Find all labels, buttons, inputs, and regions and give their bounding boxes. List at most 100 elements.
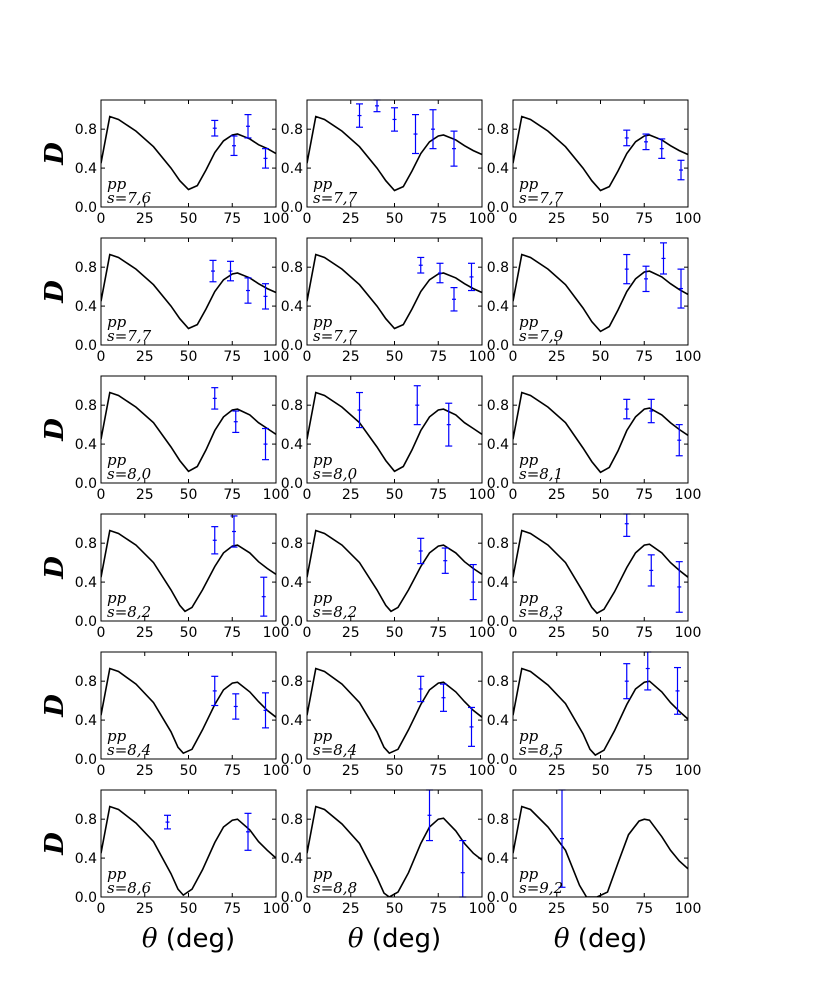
x-tick-label: 0 [509,901,518,917]
x-tick-label: 100 [469,487,496,503]
y-tick-label: 0.8 [487,398,509,414]
data-point [468,262,475,292]
x-tick-label: 50 [592,487,610,503]
y-tick-label: 0.8 [75,122,97,138]
reaction-label: pp [107,727,127,745]
y-tick-label: 0.0 [281,614,303,630]
theory-curve [307,115,482,192]
x-tick-label: 25 [136,349,154,365]
data-point [623,663,631,700]
y-tick-label: 0.8 [281,260,303,276]
reaction-label: pp [313,175,333,193]
x-tick-label: 100 [675,763,702,779]
x-tick-label: 25 [548,211,566,227]
y-tick-label: 0.8 [487,812,509,828]
x-tick-label: 25 [342,625,360,641]
y-tick-label: 0.0 [75,752,97,768]
x-tick-label: 50 [592,211,610,227]
data-point [440,683,447,712]
y-tick-label: 0.0 [281,338,303,354]
y-tick-label: 0.4 [75,437,97,453]
data-point [262,283,269,310]
x-tick-label: 75 [429,625,447,641]
data-point [417,256,425,274]
panel-9: 0 25 50 75 100 0.0 0.4 0.8 pps=8,1 [487,375,701,503]
theory-curve [307,391,482,473]
x-tick-label: 50 [386,487,404,503]
theory-curve [101,253,276,330]
x-tick-label: 75 [429,901,447,917]
panel-1: 0 25 50 75 100 0.0 0.4 0.8 pps=7,6 D [40,99,290,227]
x-tick-label: 0 [303,487,312,503]
data-point [623,253,631,285]
x-tick-label: 0 [97,349,106,365]
x-tick-label: 0 [97,763,106,779]
y-tick-label: 0.8 [281,122,303,138]
x-tick-label: 50 [386,349,404,365]
x-tick-label: 50 [386,763,404,779]
x-tick-label: 0 [303,763,312,779]
x-tick-label: 50 [592,901,610,917]
data-point [647,398,655,424]
panel-17: 0 25 50 75 100 0.0 0.4 0.8 pps=8,8 θ (deg) [281,789,495,954]
x-tick-label: 75 [223,487,241,503]
y-tick-label: 0.4 [281,575,303,591]
theory-curve [307,253,482,330]
energy-label: s=8,5 [519,741,563,759]
energy-label: s=8,4 [107,741,151,759]
y-tick-label: 0.4 [487,851,509,867]
data-point [356,103,363,128]
x-tick-label: 75 [223,763,241,779]
x-tick-label: 50 [180,625,198,641]
x-tick-label: 100 [263,211,290,227]
panel-12: 0 25 50 75 100 0.0 0.4 0.8 pps=8,3 [487,513,701,641]
y-tick-label: 0.0 [75,614,97,630]
theory-curve [513,115,688,192]
data-point [412,113,419,155]
data-point [230,515,238,548]
panel-3: 0 25 50 75 100 0.0 0.4 0.8 pps=7,7 [487,99,701,227]
x-tick-label: 50 [592,763,610,779]
theory-curve [513,667,688,757]
y-tick-label: 0.0 [75,890,97,906]
data-point [391,107,398,132]
y-axis-label: D [40,280,70,304]
y-tick-label: 0.8 [487,260,509,276]
x-tick-label: 75 [429,763,447,779]
data-point [211,675,219,707]
x-tick-label: 100 [675,901,702,917]
x-tick-label: 0 [509,487,518,503]
x-tick-label: 0 [509,349,518,365]
data-point [675,561,683,613]
panel-5: 0 25 50 75 100 0.0 0.4 0.8 pps=7,7 [281,237,495,365]
energy-label: s=8,4 [313,741,357,759]
x-tick-label: 25 [342,763,360,779]
x-tick-label: 50 [592,625,610,641]
x-tick-label: 100 [469,211,496,227]
x-tick-label: 75 [429,487,447,503]
data-point [356,391,363,429]
data-point [445,402,453,447]
panel-10: 0 25 50 75 100 0.0 0.4 0.8 pps=8,2 D [40,513,289,641]
x-tick-label: 0 [97,211,106,227]
y-tick-label: 0.0 [281,752,303,768]
x-tick-label: 25 [136,211,154,227]
panel-18: 0 25 50 75 100 0.0 0.4 0.8 pps=9,2 θ (deg) [487,789,702,954]
x-tick-label: 0 [509,625,518,641]
x-tick-label: 50 [180,487,198,503]
energy-label: s=8,6 [107,879,152,897]
data-point [623,129,631,147]
reaction-label: pp [519,589,539,607]
data-point [262,148,269,169]
data-point [647,554,655,587]
y-tick-label: 0.0 [281,890,303,906]
data-point [413,385,421,426]
x-tick-label: 25 [136,625,154,641]
data-point [232,410,240,434]
x-axis-label: θ (deg) [348,924,441,954]
x-tick-label: 0 [509,211,518,227]
x-tick-label: 75 [223,625,241,641]
y-tick-label: 0.4 [281,713,303,729]
theory-curve [307,529,482,613]
x-tick-label: 75 [635,487,653,503]
